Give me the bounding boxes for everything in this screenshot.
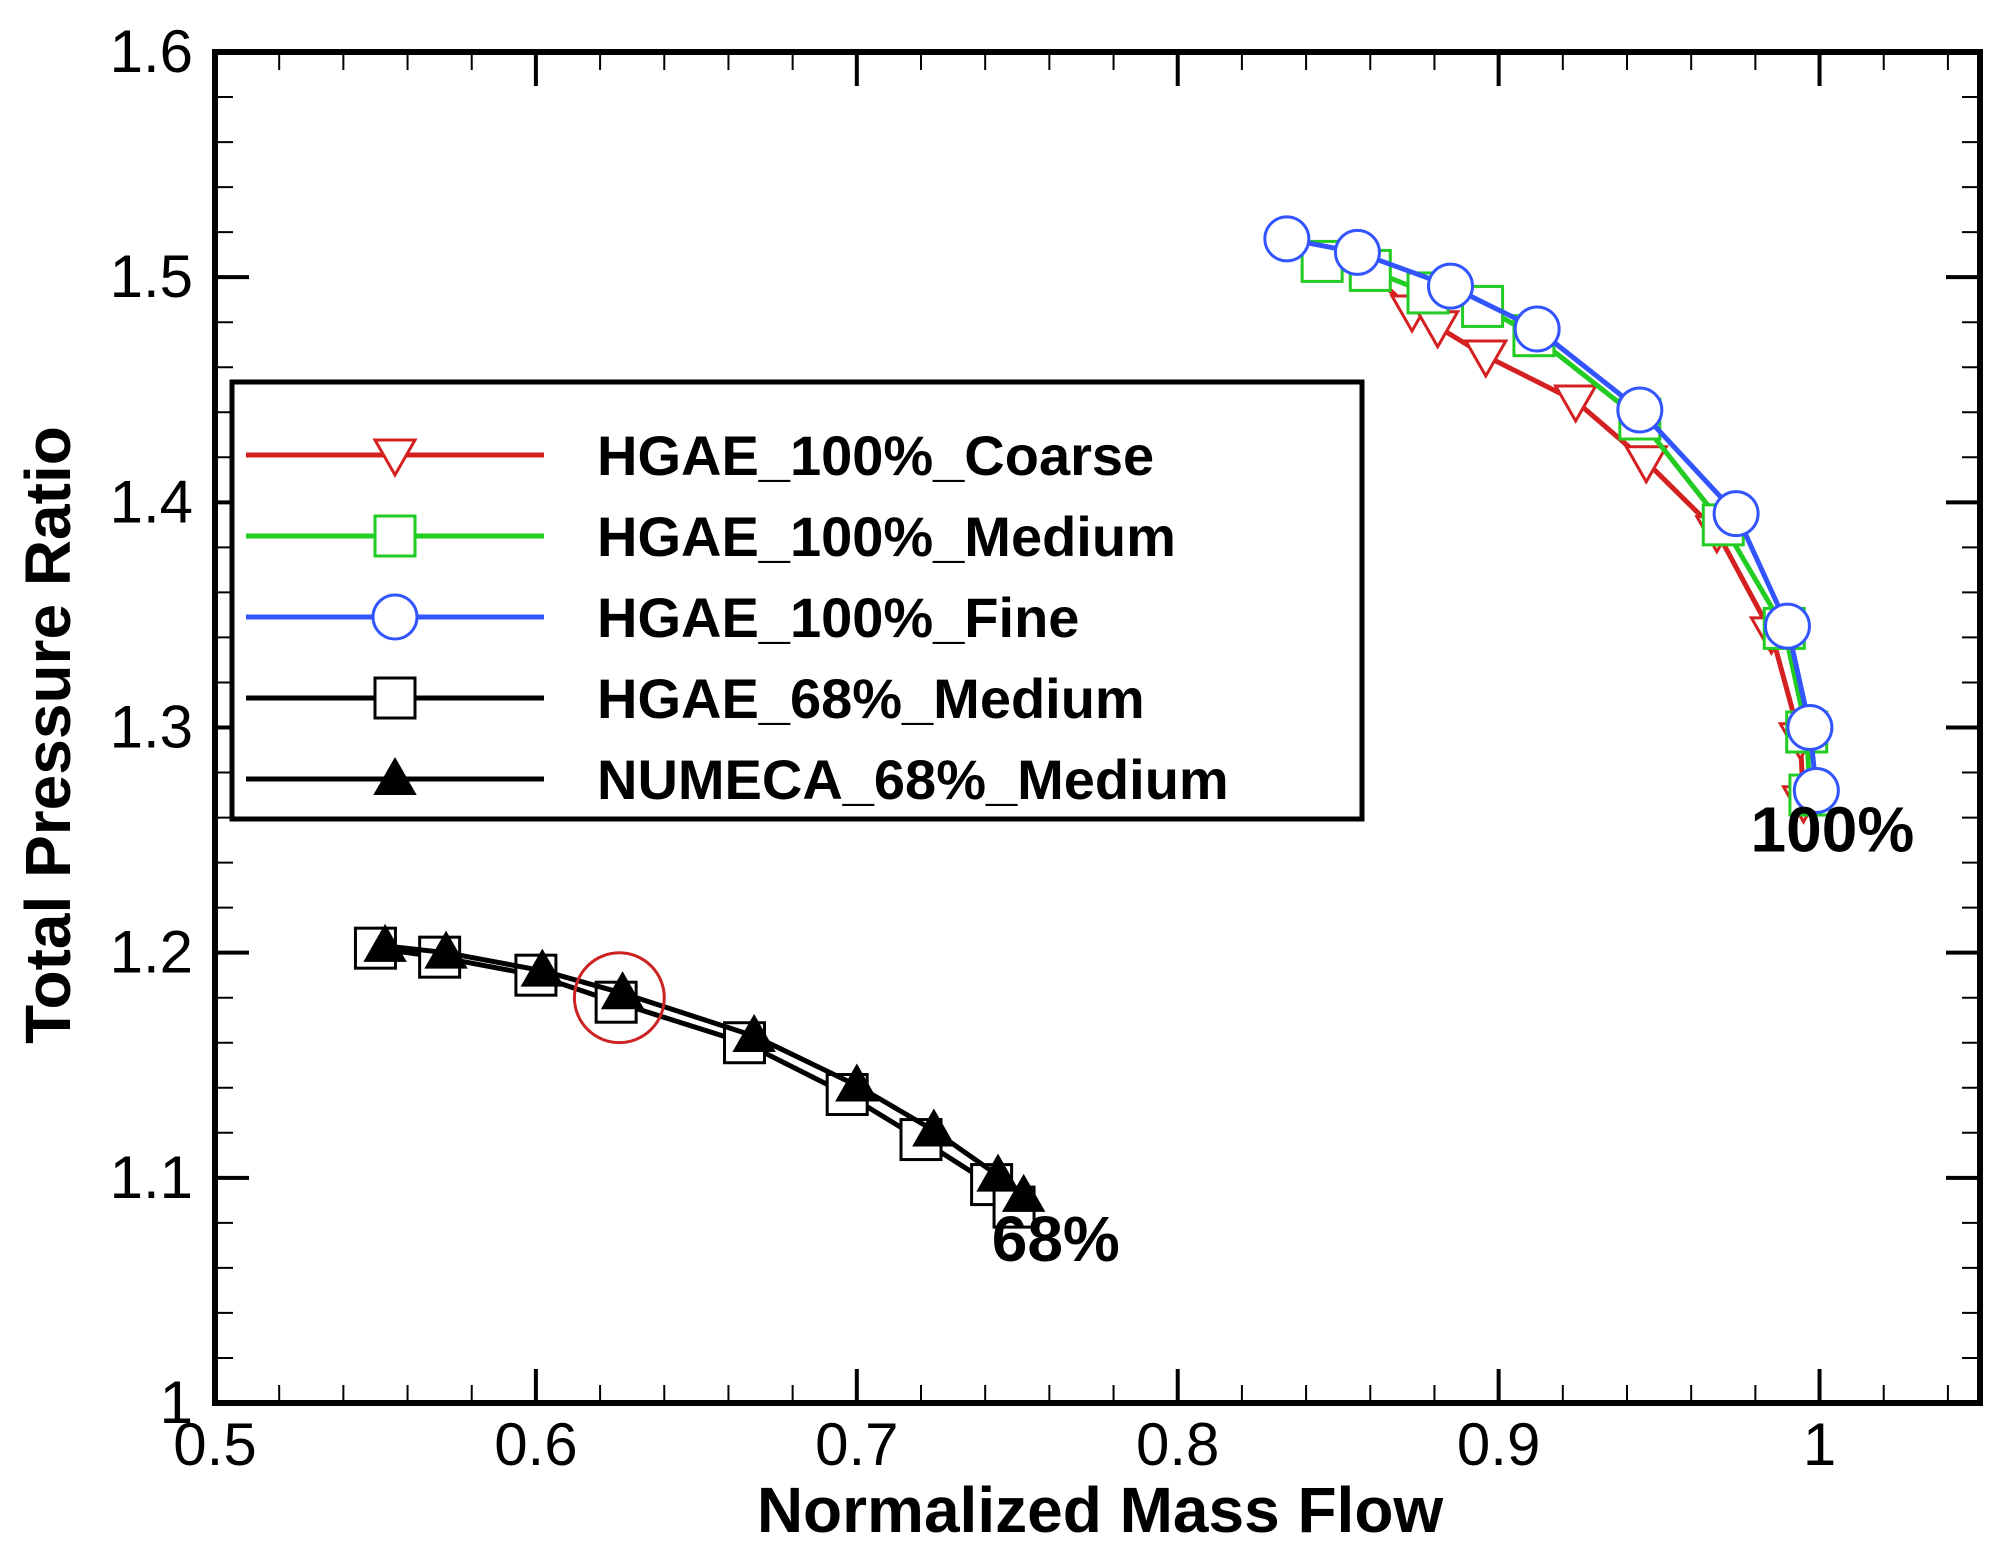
speed-line-label: 68% xyxy=(992,1203,1120,1275)
y-tick-label: 1.3 xyxy=(110,694,193,761)
x-axis-title: Normalized Mass Flow xyxy=(757,1474,1444,1546)
data-point xyxy=(1513,305,1561,353)
x-tick-label: 1 xyxy=(1803,1411,1836,1478)
data-point xyxy=(835,1063,879,1102)
legend-label: HGAE_100%_Medium xyxy=(597,505,1176,568)
y-tick-label: 1.1 xyxy=(110,1144,193,1211)
data-point xyxy=(1616,386,1664,434)
series-line xyxy=(1321,258,1813,796)
data-point xyxy=(912,1108,956,1147)
x-tick-label: 0.6 xyxy=(494,1411,577,1478)
data-point xyxy=(363,923,407,962)
annotation-layer: 100% 68% xyxy=(992,793,1914,1275)
highlight-circle xyxy=(572,951,666,1045)
data-point xyxy=(1712,490,1760,538)
legend-marker xyxy=(373,676,417,720)
y-tick-label: 1.5 xyxy=(110,243,193,310)
speed-line-label: 100% xyxy=(1751,793,1915,865)
data-point xyxy=(976,1153,1020,1192)
data-point xyxy=(1001,1173,1046,1212)
x-tick-label: 0.7 xyxy=(815,1411,898,1478)
plot-frame xyxy=(212,49,1983,1406)
data-point xyxy=(1333,228,1381,276)
legend-marker xyxy=(373,514,417,558)
y-tick-label: 1.6 xyxy=(110,18,193,85)
legend-item: NUMECA_68%_Medium xyxy=(246,748,1229,811)
series-layer xyxy=(353,215,1840,1229)
y-axis-title: Total Pressure Ratio xyxy=(12,426,84,1044)
x-tick-label: 0.5 xyxy=(173,1411,256,1478)
legend-item: HGAE_100%_Coarse xyxy=(246,424,1154,487)
tick-labels: 0.5 0.6 0.7 0.8 0.9 1 1 1.1 1.2 1.3 1.4 1.5 1.6 xyxy=(110,18,1837,1478)
series-2 xyxy=(1263,215,1840,815)
legend: HGAE_100%_Coarse HGAE_100%_Medium HGAE_100… xyxy=(229,379,1365,822)
y-tick-label: 1.4 xyxy=(110,468,193,535)
series-4 xyxy=(363,923,1046,1212)
y-tick-label: 1.2 xyxy=(110,919,193,986)
data-point xyxy=(1263,215,1311,263)
data-point xyxy=(1463,339,1509,379)
legend-label: HGAE_68%_Medium xyxy=(597,667,1145,730)
data-point xyxy=(1786,704,1834,751)
major-ticks xyxy=(213,50,1980,1405)
legend-item: HGAE_68%_Medium xyxy=(246,667,1145,730)
legend-item: HGAE_100%_Fine xyxy=(246,586,1079,649)
legend-marker xyxy=(372,438,418,479)
data-point xyxy=(732,1013,776,1052)
data-point xyxy=(1763,602,1811,650)
legend-marker xyxy=(371,593,419,641)
data-point xyxy=(1623,445,1669,485)
data-point xyxy=(1553,384,1599,425)
legend-label: NUMECA_68%_Medium xyxy=(597,748,1229,811)
legend-item: HGAE_100%_Medium xyxy=(246,505,1176,568)
highlight-layer xyxy=(572,951,666,1045)
y-tick-label: 1 xyxy=(160,1369,193,1436)
data-point xyxy=(424,930,468,969)
x-tick-label: 0.9 xyxy=(1457,1411,1540,1478)
legend-marker xyxy=(373,756,417,795)
x-tick-label: 0.8 xyxy=(1136,1411,1219,1478)
data-point xyxy=(1427,262,1474,310)
data-point xyxy=(1792,767,1840,815)
data-point xyxy=(520,948,565,987)
legend-label: HGAE_100%_Coarse xyxy=(597,424,1154,487)
data-point xyxy=(600,971,645,1010)
legend-label: HGAE_100%_Fine xyxy=(597,586,1079,649)
